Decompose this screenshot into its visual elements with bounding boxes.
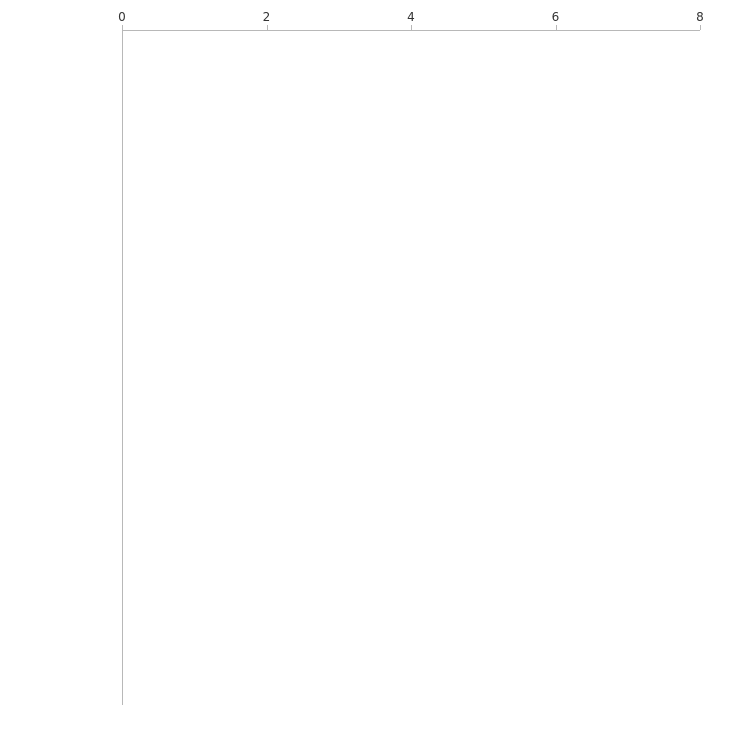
x-tick-label: 0 — [118, 10, 126, 24]
x-tick-mark — [411, 25, 412, 30]
x-tick-mark — [122, 25, 123, 30]
x-tick-label: 6 — [551, 10, 560, 24]
x-tick-label: 8 — [696, 10, 704, 24]
x-tick-label: 4 — [407, 10, 415, 24]
plot-area: 0 2 4 6 8 — [118, 10, 704, 705]
x-tick-mark — [555, 25, 557, 30]
x-tick-mark — [266, 25, 268, 30]
x-tick-label: 2 — [262, 10, 271, 24]
y-axis-line — [122, 30, 123, 705]
x-tick-mark — [700, 25, 701, 30]
x-axis-line — [122, 30, 700, 31]
